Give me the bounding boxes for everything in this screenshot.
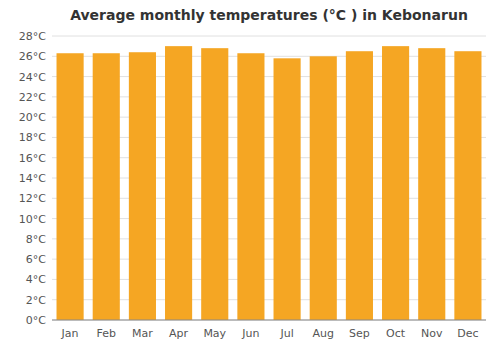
grid-line: [52, 36, 486, 37]
y-tick-label: 26°C: [19, 50, 46, 63]
bar: [165, 46, 192, 320]
y-tick-label: 10°C: [19, 213, 46, 226]
y-tick-label: 6°C: [26, 253, 46, 266]
x-tick-label: Jul: [279, 327, 293, 340]
x-tick-label: Jan: [61, 327, 79, 340]
bar: [93, 53, 120, 320]
y-tick-label: 22°C: [19, 91, 46, 104]
bar: [274, 58, 301, 320]
x-tick-label: Dec: [457, 327, 478, 340]
bar: [129, 52, 156, 320]
y-tick-label: 18°C: [19, 131, 46, 144]
x-tick-label: Jun: [241, 327, 259, 340]
x-tick-label: Apr: [169, 327, 189, 340]
y-tick-label: 20°C: [19, 111, 46, 124]
chart: Average monthly temperatures (°C ) in Ke…: [0, 0, 500, 350]
y-tick-label: 28°C: [19, 30, 46, 43]
y-tick-label: 24°C: [19, 71, 46, 84]
x-tick-label: Feb: [97, 327, 116, 340]
bar: [201, 48, 228, 320]
y-tick-label: 16°C: [19, 152, 46, 165]
bar: [310, 56, 337, 320]
y-tick-label: 0°C: [26, 314, 46, 327]
x-tick-label: Mar: [132, 327, 153, 340]
x-tick-label: Oct: [386, 327, 406, 340]
bar: [237, 53, 264, 320]
y-tick-label: 12°C: [19, 192, 46, 205]
bar: [57, 53, 84, 320]
title: Average monthly temperatures (°C ) in Ke…: [70, 7, 468, 23]
grid: [52, 36, 486, 320]
bar: [418, 48, 445, 320]
chart-container: Average monthly temperatures (°C ) in Ke…: [0, 0, 500, 350]
y-tick-label: 4°C: [26, 273, 46, 286]
y-tick-label: 2°C: [26, 294, 46, 307]
grid-line: [52, 320, 486, 321]
bar: [382, 46, 409, 320]
y-tick-label: 14°C: [19, 172, 46, 185]
bars: [57, 46, 482, 320]
x-tick-label: May: [203, 327, 226, 340]
x-tick-label: Sep: [349, 327, 370, 340]
x-axis-line: [52, 320, 486, 321]
x-tick-label: Nov: [421, 327, 443, 340]
bar: [454, 51, 481, 320]
x-tick-label: Aug: [313, 327, 334, 340]
y-tick-label: 8°C: [26, 233, 46, 246]
bar: [346, 51, 373, 320]
